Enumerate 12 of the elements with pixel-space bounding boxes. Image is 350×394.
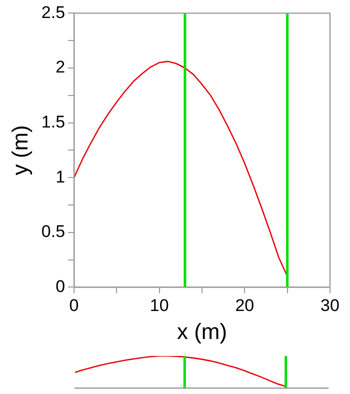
x-tick-label: 30: [320, 296, 340, 316]
y-tick-label: 1: [56, 167, 66, 186]
x-tick-label: 10: [150, 296, 169, 316]
y-tick-label: 1.5: [41, 112, 66, 132]
y-tick-label: 0: [56, 276, 66, 296]
y-tick-label: 2: [56, 58, 66, 77]
x-tick-label: 0: [69, 296, 79, 316]
y-tick-label: 0.5: [41, 222, 66, 242]
x-tick-label: 20: [235, 296, 254, 316]
x-axis-title: x (m): [176, 318, 228, 344]
y-axis-title: y (m): [7, 125, 32, 176]
y-tick-label: 2.5: [41, 2, 66, 22]
